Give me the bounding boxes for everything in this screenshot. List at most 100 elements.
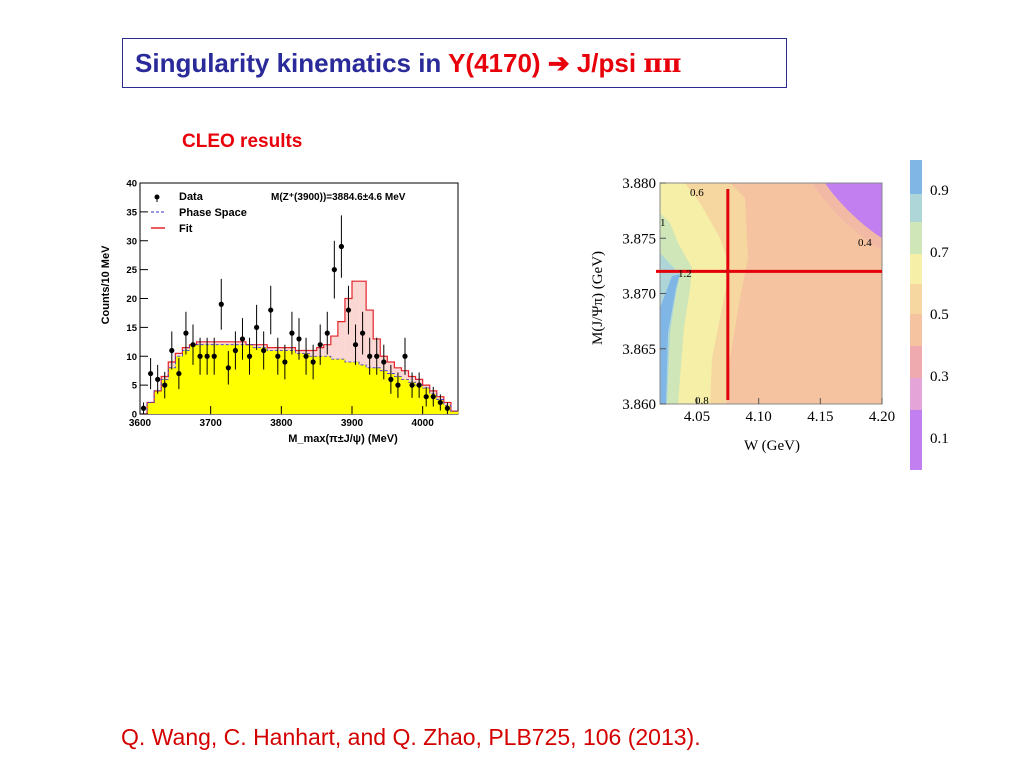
- colorbar-seg: [910, 254, 922, 284]
- data-point: [374, 353, 380, 359]
- data-point: [409, 382, 415, 388]
- data-point: [148, 370, 154, 377]
- data-point: [303, 353, 309, 359]
- phase-space-bin: [182, 350, 190, 414]
- data-point: [261, 347, 267, 354]
- x-tick-label: 4.15: [807, 409, 833, 425]
- phase-space-bin: [380, 370, 388, 414]
- y-tick-label: 40: [126, 179, 137, 190]
- region-0.3: [780, 183, 882, 250]
- data-point: [310, 359, 316, 365]
- x-tick-label: 3700: [200, 418, 223, 429]
- data-point: [338, 243, 344, 250]
- y-tick-label: 10: [126, 352, 137, 363]
- colorbar-seg: [910, 222, 922, 254]
- phase-space-bin: [274, 350, 282, 414]
- legend-data: Data: [179, 191, 204, 203]
- phase-space-bin: [154, 390, 162, 414]
- data-point: [381, 359, 387, 365]
- phase-space-bin: [147, 402, 155, 414]
- data-point: [430, 394, 436, 400]
- phase-space-bin: [450, 411, 459, 414]
- data-point: [437, 399, 443, 406]
- histogram-svg: 3600 3700 3800 3900 4000 0 5 10 15 20 25 30 35 40 Dat…: [100, 179, 459, 445]
- y-tick-label: 3.875: [622, 231, 656, 247]
- contour-label-1: 1: [660, 217, 666, 229]
- data-point: [282, 359, 288, 365]
- contour-label-0.6: 0.6: [690, 187, 704, 199]
- y-tick-label: 35: [126, 207, 137, 218]
- data-point: [254, 324, 260, 330]
- colorbar-tick: 0.3: [930, 369, 949, 385]
- x-tick-label: 4.05: [684, 409, 710, 425]
- phase-space-bin: [373, 367, 381, 414]
- phase-space-bin: [323, 356, 332, 414]
- data-point: [402, 353, 408, 359]
- contour-label-1.2: 1.2: [678, 268, 692, 280]
- colorbar-seg: [910, 160, 922, 194]
- citation: Q. Wang, C. Hanhart, and Q. Zhao, PLB725…: [121, 724, 701, 750]
- phase-space-bin: [401, 379, 409, 414]
- phase-space-bin: [210, 344, 219, 414]
- phase-space-bin: [337, 359, 346, 414]
- phase-space-bin: [316, 356, 325, 414]
- fit-bin: [344, 298, 352, 414]
- region-1.2: [660, 274, 680, 404]
- colorbar-seg: [910, 314, 922, 346]
- colorbar-tick: 0.9: [930, 183, 949, 199]
- data-point: [296, 336, 302, 342]
- x-tick-label: 3800: [270, 418, 293, 429]
- phase-space-bin: [281, 350, 289, 414]
- colorbar-seg: [910, 284, 922, 314]
- data-point: [289, 330, 295, 336]
- data-point: [317, 342, 323, 348]
- slide-title: Singularity kinematics in Y(4170) ➔ J/ps…: [135, 48, 681, 79]
- legend-data-dot: [154, 194, 160, 200]
- y-tick-label: 30: [126, 236, 137, 247]
- y-tick-label: 15: [126, 323, 137, 334]
- data-point: [367, 353, 373, 359]
- phase-space-bin: [309, 356, 317, 414]
- phase-space-bin: [231, 344, 240, 414]
- contour-regions: [660, 183, 882, 404]
- histogram-figure: 3600 3700 3800 3900 4000 0 5 10 15 20 25 30 35 40 Dat…: [95, 175, 465, 455]
- phase-space-line: [140, 344, 458, 415]
- phase-space-bin: [189, 344, 197, 414]
- title-box: Singularity kinematics in Y(4170) ➔ J/ps…: [122, 38, 787, 88]
- data-point: [225, 365, 231, 371]
- title-pipi: ππ: [643, 49, 682, 79]
- phase-space-bin: [366, 367, 374, 414]
- y-tick-label: 3.860: [622, 397, 656, 413]
- data-point: [190, 342, 196, 348]
- colorbar-tick: 0.7: [930, 245, 949, 261]
- phase-space-bin: [408, 382, 416, 414]
- data-point: [352, 342, 359, 348]
- contour-label-0.4: 0.4: [858, 237, 872, 249]
- phase-space-bin: [288, 350, 296, 414]
- y-tick-label: 3.870: [622, 287, 656, 303]
- data-point: [183, 330, 189, 336]
- data-point: [423, 394, 429, 400]
- data-point: [162, 382, 168, 388]
- colorbar-seg: [910, 410, 922, 470]
- colorbar-tick: 0.5: [930, 307, 949, 323]
- x-tick-label: 3900: [341, 418, 364, 429]
- phase-space-bin: [295, 353, 303, 414]
- y-tick-label: 0: [132, 410, 137, 421]
- contour-svg: 4.05 4.10 4.15 4.20 3.860 3.865 3.870 3.875 3.88…: [590, 160, 949, 470]
- data-point: [324, 330, 330, 336]
- colorbar-tick: 0.1: [930, 431, 949, 447]
- data-point: [211, 353, 217, 359]
- phase-space-bin: [238, 344, 247, 414]
- phase-space-bin: [267, 350, 275, 414]
- phase-space-bin: [359, 364, 367, 414]
- data-point: [169, 347, 175, 354]
- phase-space-bin: [217, 344, 226, 414]
- title-part3: J/psi: [569, 48, 644, 78]
- data-point: [275, 353, 281, 359]
- data-point: [197, 353, 203, 359]
- data-point: [388, 376, 394, 382]
- colorbar-seg: [910, 378, 922, 410]
- data-point: [345, 307, 352, 313]
- data-point: [246, 353, 253, 359]
